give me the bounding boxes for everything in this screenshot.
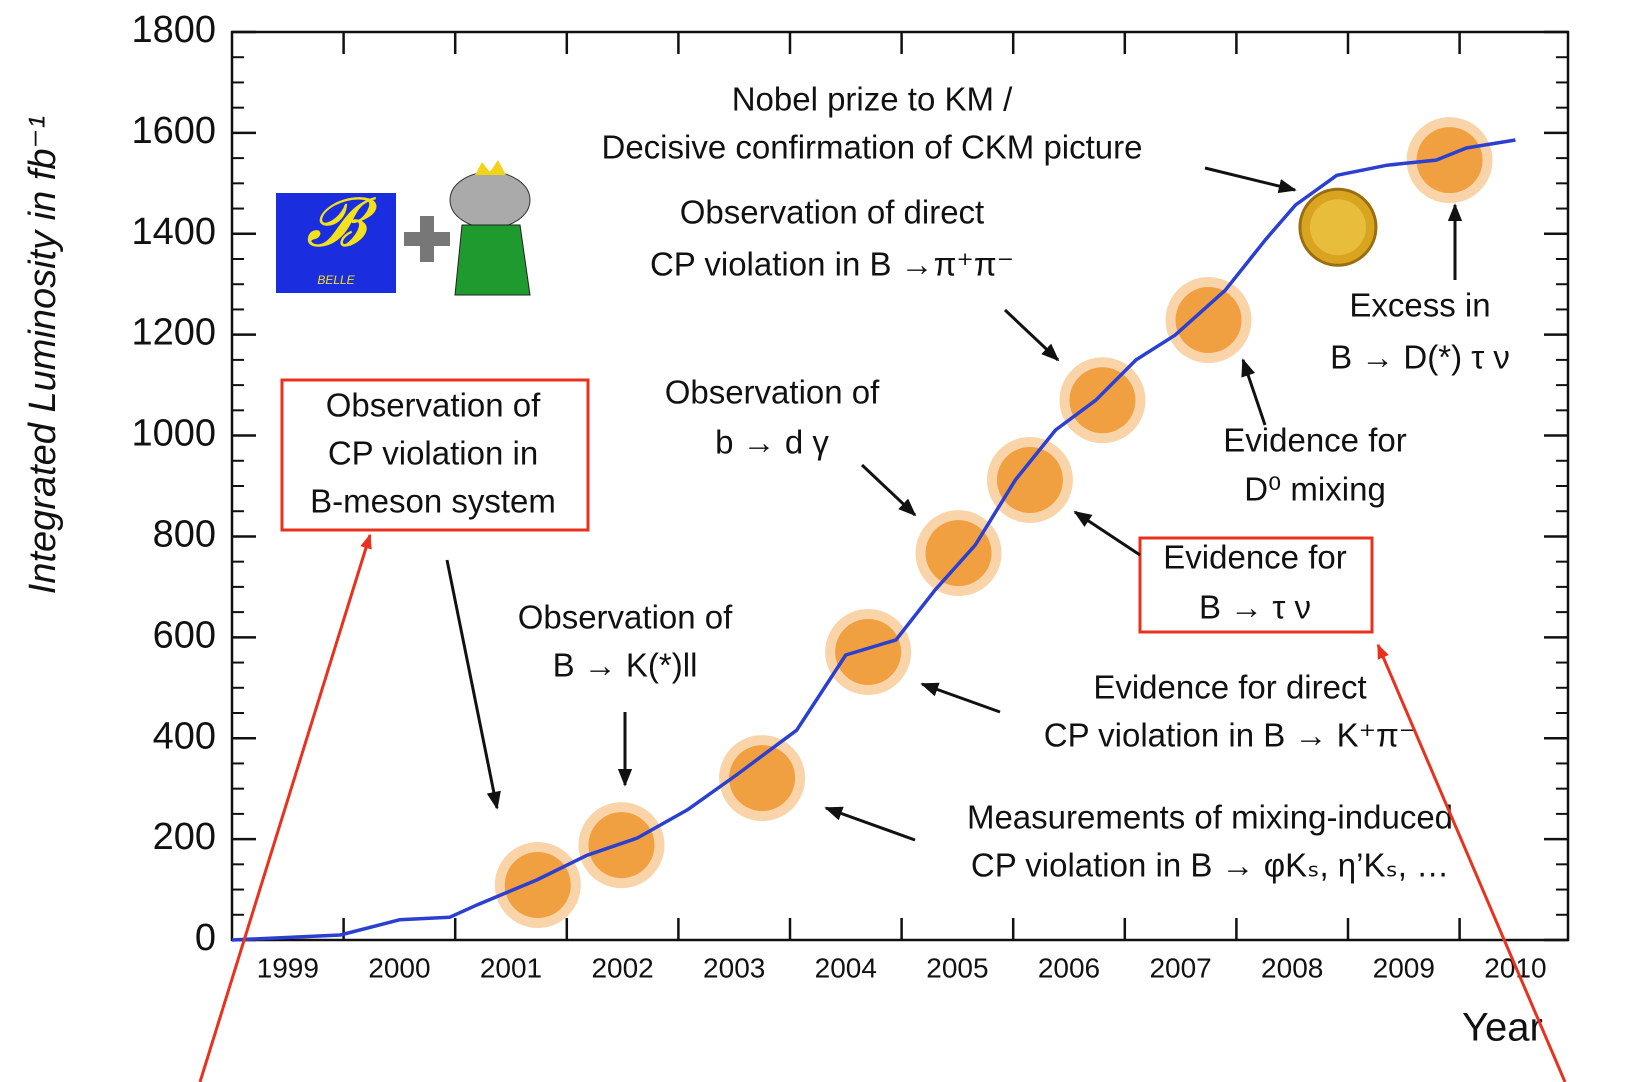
red-arrow bbox=[198, 533, 372, 1082]
y-tick-label: 1000 bbox=[131, 413, 216, 455]
annotation: CP violation in bbox=[328, 435, 538, 472]
x-tick-label: 2005 bbox=[926, 952, 988, 983]
y-tick-label: 400 bbox=[153, 715, 216, 757]
y-tick-label: 1800 bbox=[131, 9, 216, 51]
annotation: Measurements of mixing-induced bbox=[967, 799, 1453, 836]
annotation: Nobel prize to KM / bbox=[732, 81, 1013, 118]
y-axis-label: Integrated Luminosity in fb⁻¹ bbox=[22, 116, 64, 594]
annotation: Observation of bbox=[326, 387, 541, 424]
red-arrow bbox=[1376, 643, 1567, 1082]
annotation: b → d γ bbox=[715, 424, 829, 461]
x-tick-label: 2007 bbox=[1149, 952, 1211, 983]
milestone bbox=[925, 520, 992, 587]
milestone bbox=[1069, 367, 1136, 434]
x-tick-label: 2009 bbox=[1373, 952, 1435, 983]
annotation: B-meson system bbox=[310, 483, 556, 520]
belle-text: BELLE bbox=[317, 273, 355, 287]
milestone bbox=[729, 745, 796, 812]
annotation: Evidence for bbox=[1223, 422, 1406, 459]
y-tick-label: 0 bbox=[195, 917, 216, 959]
x-tick-label: 2004 bbox=[815, 952, 877, 983]
y-tick-label: 1200 bbox=[131, 312, 216, 354]
annotation: Evidence for bbox=[1163, 539, 1346, 576]
highlight-box bbox=[1138, 536, 1374, 634]
arrow bbox=[860, 463, 917, 517]
highlight-box bbox=[280, 378, 590, 532]
x-tick-label: 2002 bbox=[591, 952, 653, 983]
annotation: Decisive confirmation of CKM picture bbox=[601, 129, 1142, 166]
y-tick-label: 1400 bbox=[131, 211, 216, 253]
x-tick-label: 2001 bbox=[480, 952, 542, 983]
annotation: Observation of direct bbox=[680, 194, 984, 231]
y-tick-label: 1600 bbox=[131, 110, 216, 152]
annotation: CP violation in B → K⁺π⁻ bbox=[1044, 717, 1416, 754]
milestone bbox=[1416, 127, 1483, 194]
arrow bbox=[1073, 510, 1141, 557]
x-tick-label: 2006 bbox=[1038, 952, 1100, 983]
logo: 𝓑 BELLE bbox=[276, 160, 531, 296]
y-tick-label: 600 bbox=[153, 614, 216, 656]
milestone bbox=[1175, 287, 1242, 354]
belle-logo bbox=[276, 193, 396, 293]
luminosity-line bbox=[231, 138, 1516, 942]
x-tick-label: 2008 bbox=[1261, 952, 1323, 983]
elephant-head bbox=[449, 171, 531, 229]
annotation: B → τ ν bbox=[1199, 589, 1311, 626]
annotation: Observation of bbox=[665, 374, 880, 411]
arrow bbox=[920, 682, 1001, 714]
crown bbox=[475, 160, 506, 175]
annotation: Observation of bbox=[518, 599, 733, 636]
milestone bbox=[996, 446, 1063, 513]
annotation: CP violation in B → φKₛ, η’Kₛ, … bbox=[971, 847, 1449, 884]
arrow bbox=[1204, 166, 1297, 194]
arrow bbox=[445, 559, 501, 810]
nobel-medal-inner bbox=[1309, 199, 1366, 256]
milestone bbox=[504, 852, 571, 919]
y-tick-label: 800 bbox=[153, 513, 216, 555]
arrow bbox=[1241, 358, 1267, 426]
x-tick-label: 2000 bbox=[368, 952, 430, 983]
annotation: Excess in bbox=[1349, 287, 1490, 324]
arrow bbox=[1003, 308, 1060, 362]
arrow bbox=[824, 806, 916, 842]
annotation: Evidence for direct bbox=[1093, 669, 1366, 706]
x-tick-label: 2003 bbox=[703, 952, 765, 983]
x-axis-label: Year bbox=[1462, 1006, 1543, 1050]
x-tick-label: 1999 bbox=[257, 952, 319, 983]
annotation: CP violation in B →π⁺π⁻ bbox=[650, 246, 1014, 283]
plus bbox=[420, 216, 434, 262]
milestone bbox=[835, 618, 902, 685]
y-tick-label: 200 bbox=[153, 816, 216, 858]
annotation: D⁰ mixing bbox=[1244, 471, 1386, 508]
elephant-body bbox=[454, 224, 531, 296]
annotation: B → D(*) τ ν bbox=[1330, 339, 1510, 376]
annotation: B → K(*)ll bbox=[553, 647, 698, 684]
